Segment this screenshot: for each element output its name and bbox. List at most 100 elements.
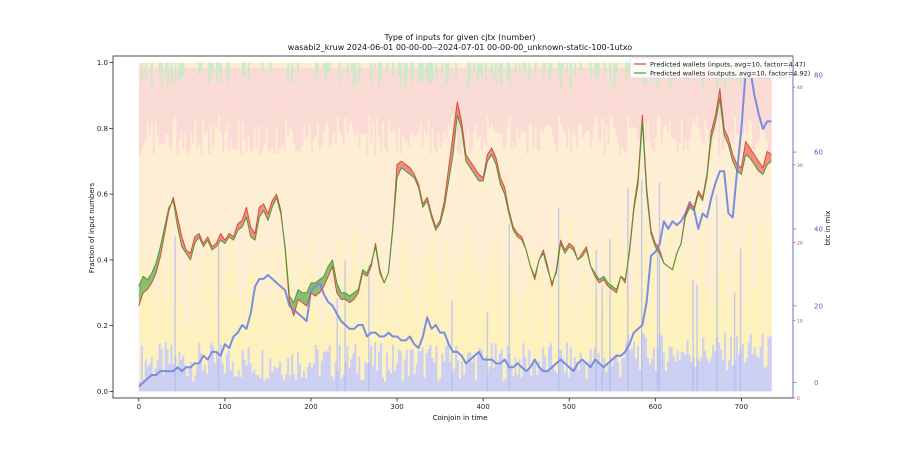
band-blue-bar xyxy=(376,370,379,392)
band-blue-bar xyxy=(518,359,521,392)
band-blue-bar xyxy=(261,349,264,392)
band-pink-bar xyxy=(320,67,323,146)
band-blue-bar xyxy=(599,365,602,392)
band-green-bar xyxy=(445,62,448,86)
band-blue-bar xyxy=(247,347,250,392)
band-pink-bar xyxy=(563,67,567,134)
band-yellow-bar xyxy=(670,231,673,347)
band-pink-bar xyxy=(639,67,642,140)
band-yellow-bar xyxy=(326,304,329,352)
band-blue-bar xyxy=(516,374,519,392)
difference-fill-segment xyxy=(336,282,342,300)
band-pink-bar xyxy=(538,67,541,150)
y3-tick-label: 0 xyxy=(797,396,800,402)
difference-fill-segment xyxy=(143,276,148,293)
band-yellow-bar xyxy=(660,312,664,336)
band-green-bar xyxy=(225,62,229,76)
difference-fill-segment xyxy=(599,276,604,283)
band-pink-bar xyxy=(698,67,701,130)
band-pink-bar xyxy=(291,67,294,132)
band-yellow-bar xyxy=(296,300,300,353)
difference-fill-segment xyxy=(267,200,273,221)
band-yellow-bar xyxy=(223,270,227,374)
band-blue-bar xyxy=(577,370,581,392)
band-blue-spike xyxy=(627,187,629,392)
difference-fill-segment xyxy=(289,296,294,316)
y2-tick-label: 0 xyxy=(814,379,818,387)
difference-fill-segment xyxy=(758,161,763,175)
band-blue-spike xyxy=(658,182,661,392)
difference-fill-segment xyxy=(517,233,522,241)
band-yellow-bar xyxy=(283,342,286,381)
band-pink-bar xyxy=(429,67,432,154)
band-green-bar xyxy=(219,62,223,84)
band-blue-bar xyxy=(761,334,764,392)
band-blue-bar xyxy=(142,379,146,392)
legend-box xyxy=(629,57,791,79)
band-pink-bar xyxy=(227,67,231,151)
band-green-bar xyxy=(241,62,244,76)
band-yellow-bar xyxy=(219,245,223,345)
band-pink-bar xyxy=(654,67,658,138)
band-blue-bar xyxy=(200,353,203,392)
band-pink-bar xyxy=(204,67,207,134)
band-blue-bar xyxy=(306,366,310,392)
band-pink-bar xyxy=(302,67,306,125)
band-pink-bar xyxy=(174,67,177,117)
band-pink-bar xyxy=(425,67,428,135)
band-pink-bar xyxy=(595,67,598,117)
band-blue-bar xyxy=(587,361,590,392)
band-pink-bar xyxy=(613,67,616,129)
band-blue-bar xyxy=(413,373,416,392)
band-pink-bar xyxy=(385,67,389,154)
band-pink-bar xyxy=(615,67,618,136)
difference-fill-segment xyxy=(177,217,182,247)
band-blue-bar xyxy=(621,357,624,392)
band-yellow-bar xyxy=(204,328,207,366)
band-yellow-bar xyxy=(411,251,414,350)
band-yellow-bar xyxy=(769,215,772,336)
outputs-line xyxy=(138,98,772,304)
band-yellow-bar xyxy=(255,324,258,375)
band-pink-bar xyxy=(314,67,318,136)
band-yellow-bar xyxy=(621,257,624,358)
band-green-bar xyxy=(625,62,628,83)
band-pink-bar xyxy=(251,67,254,151)
band-pink-bar xyxy=(668,67,671,122)
band-pink-bar xyxy=(478,67,482,136)
band-pink-bar xyxy=(217,67,221,117)
band-yellow-bar xyxy=(735,253,739,337)
band-pink-bar xyxy=(646,67,650,122)
band-blue-bar xyxy=(702,337,705,392)
band-yellow-bar xyxy=(514,310,517,358)
band-blue-bar xyxy=(227,350,231,392)
band-green-bar xyxy=(472,62,476,73)
band-pink-bar xyxy=(298,67,302,150)
band-pink-bar xyxy=(439,67,442,148)
band-yellow-bar xyxy=(550,298,553,344)
band-yellow-bar xyxy=(583,271,586,362)
band-green-bar xyxy=(378,62,381,87)
band-pink-bar xyxy=(451,67,454,118)
band-blue-bar xyxy=(724,332,727,392)
band-blue-bar xyxy=(512,376,515,392)
band-blue-bar xyxy=(526,369,529,392)
band-blue-bar xyxy=(478,347,482,392)
band-yellow-bar xyxy=(482,303,486,362)
band-pink-bar xyxy=(421,67,424,146)
band-pink-bar xyxy=(490,67,494,125)
band-pink-bar xyxy=(702,67,705,145)
band-pink-bar xyxy=(737,67,741,137)
band-blue-bar xyxy=(524,356,527,392)
band-pink-bar xyxy=(751,67,754,150)
band-blue-bar xyxy=(706,358,709,392)
band-blue-bar xyxy=(565,342,569,392)
band-pink-bar xyxy=(583,67,586,136)
band-green-bar xyxy=(561,62,565,71)
band-yellow-bar xyxy=(468,267,472,353)
band-yellow-bar xyxy=(672,297,675,356)
band-blue-spike xyxy=(609,238,611,392)
band-green-bar xyxy=(480,62,484,77)
band-yellow-bar xyxy=(461,252,464,362)
band-yellow-bar xyxy=(528,262,531,351)
